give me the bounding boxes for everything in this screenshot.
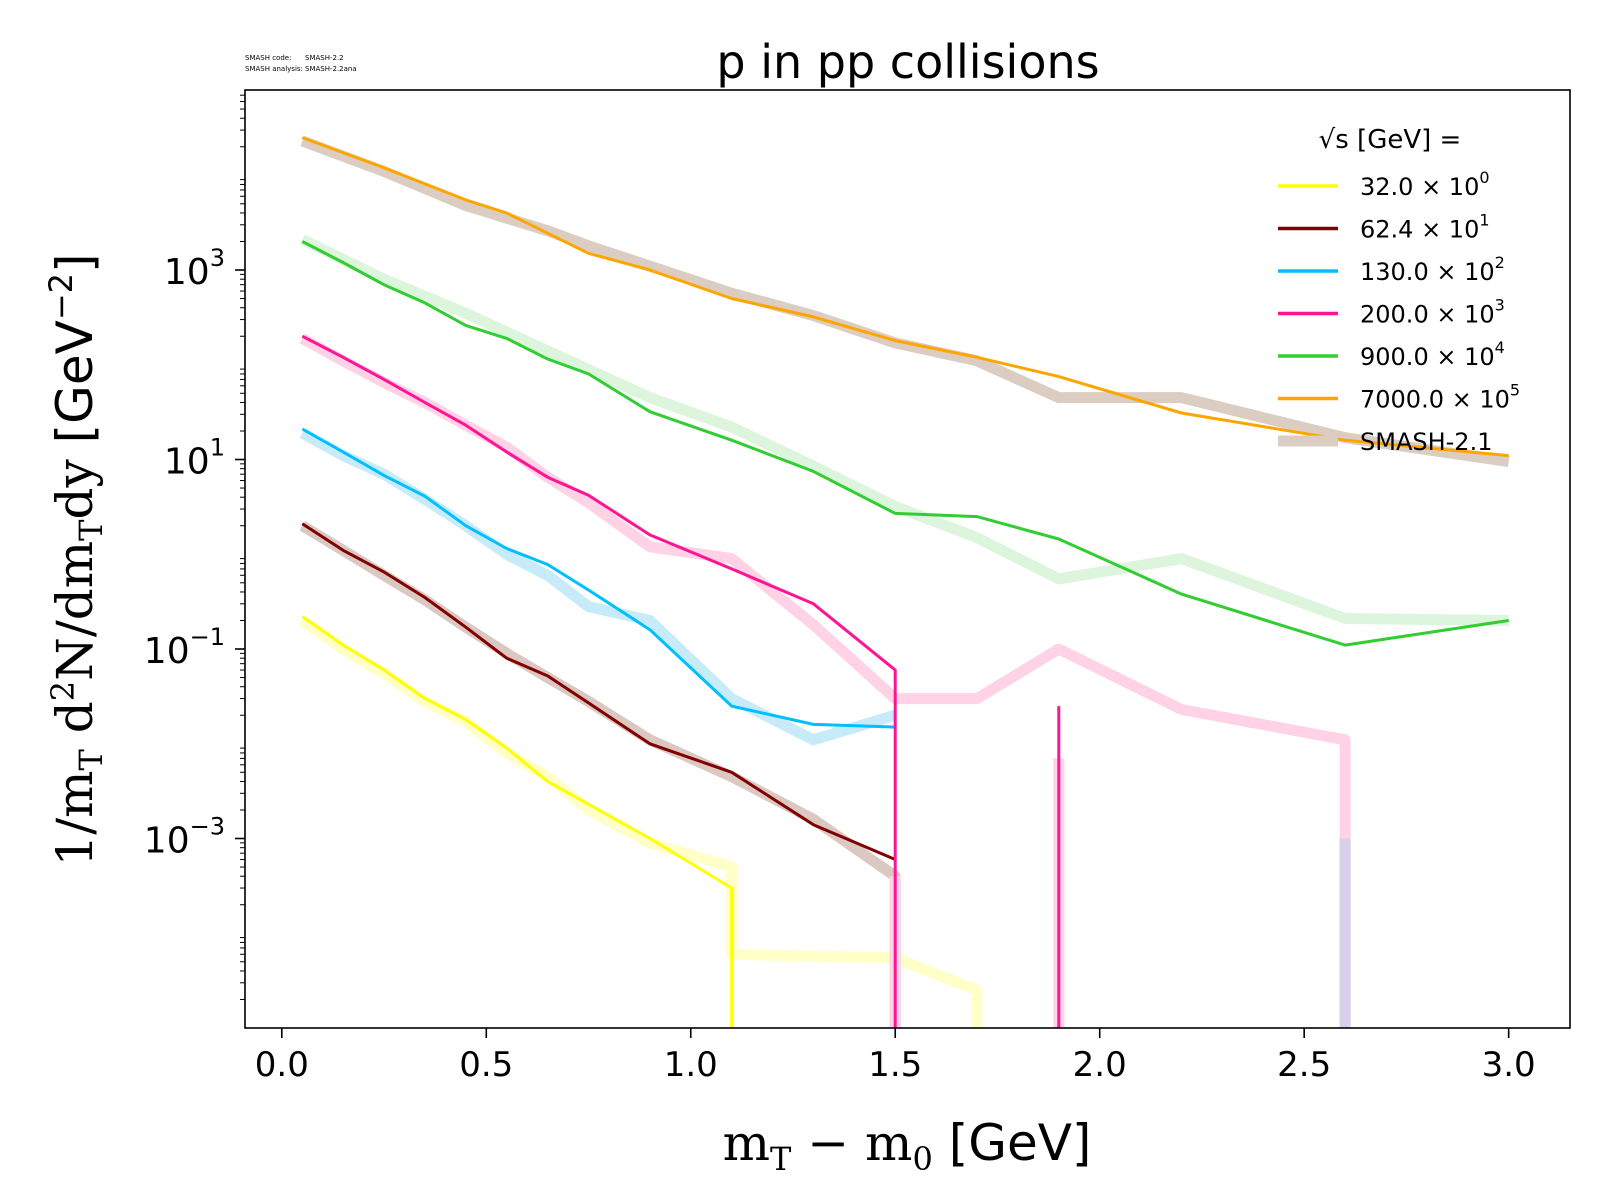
legend-label: 7000.0 × 105 [1360,381,1520,414]
legend-label: 200.0 × 103 [1360,296,1505,329]
reference-line-4 [299,234,1509,626]
y-tick-label: 101 [164,434,225,483]
x-axis: 0.0 0.5 1.0 1.5 2.0 2.5 3.0 [255,1028,1536,1085]
watermark-line1-label: SMASH code: [245,54,291,62]
legend-label: 32.0 × 100 [1360,168,1490,201]
series-line-4 [301,240,1509,647]
legend-label: 900.0 × 104 [1360,338,1505,371]
y-axis: 103 101 10−1 10−3 [144,94,245,1000]
reference-line-5 [300,135,1510,468]
series-line-5 [301,136,1509,458]
series-line-3 [301,334,897,1028]
reference-series-group [299,135,1510,1028]
legend: √s [GeV] = 32.0 × 100 62.4 × 101 130.0 × 10… [1278,125,1520,456]
reference-line-3 [299,333,1351,1028]
x-tick-label: 0.0 [255,1045,309,1085]
chart-title: p in pp collisions [716,35,1099,89]
watermark-line2-value: SMASH-2.2ana [305,65,357,73]
legend-label: 62.4 × 101 [1360,211,1490,244]
series-line-1 [301,522,896,861]
series-line-2 [301,427,896,729]
x-tick-label: 1.0 [664,1045,718,1085]
legend-label: 130.0 × 102 [1360,253,1505,286]
y-axis-label: 1/mT d2N/dmTdy [GeV−2] [42,253,110,866]
series-line-0 [301,615,734,1028]
legend-title: √s [GeV] = [1319,125,1462,155]
y-tick-label: 10−3 [144,813,225,862]
x-tick-label: 3.0 [1482,1045,1536,1085]
y-tick-label: 10−1 [144,623,225,672]
y-tick-label: 103 [164,244,225,293]
x-tick-label: 0.5 [459,1045,513,1085]
x-axis-label: mT − m0 [GeV] [723,1114,1092,1178]
x-tick-label: 2.5 [1277,1045,1331,1085]
watermark-line1-value: SMASH-2.2 [305,54,344,62]
watermark-line2-label: SMASH analysis: [245,65,303,73]
series-group [301,136,1509,1028]
legend-label: SMASH-2.1 [1360,428,1492,456]
x-tick-label: 1.5 [868,1045,922,1085]
x-tick-label: 2.0 [1073,1045,1127,1085]
